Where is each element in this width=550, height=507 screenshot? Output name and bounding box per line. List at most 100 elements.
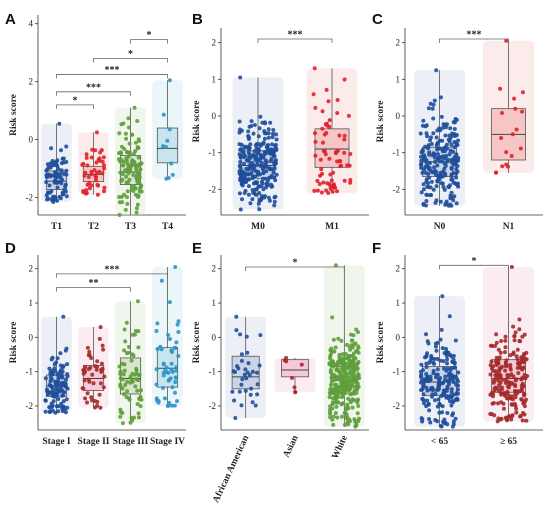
significance-bracket: *	[245, 258, 345, 272]
data-point	[154, 382, 159, 387]
data-point	[518, 339, 523, 344]
data-point	[246, 184, 251, 189]
data-point	[58, 368, 63, 373]
data-point	[85, 163, 90, 168]
data-point	[122, 146, 127, 151]
data-point	[344, 380, 349, 385]
data-point	[439, 114, 444, 119]
x-category-label: Stage I	[42, 437, 71, 447]
data-point	[54, 382, 59, 387]
data-point	[249, 171, 254, 175]
data-point	[494, 332, 499, 337]
data-point	[327, 395, 332, 400]
data-point	[427, 161, 432, 165]
data-point	[327, 156, 332, 161]
data-point	[258, 197, 263, 202]
data-point	[427, 152, 432, 157]
data-point	[129, 358, 134, 363]
data-point	[47, 383, 52, 387]
data-point	[53, 170, 58, 175]
data-point	[439, 424, 444, 429]
data-point	[258, 114, 263, 119]
data-point	[442, 421, 447, 426]
data-point	[488, 372, 493, 377]
data-point	[261, 141, 266, 146]
data-point	[521, 353, 526, 358]
significance-label: *	[147, 30, 152, 41]
data-point	[515, 357, 520, 362]
data-point	[122, 327, 127, 332]
data-point	[120, 200, 125, 205]
data-point	[426, 341, 431, 346]
data-point	[433, 398, 437, 403]
data-point	[430, 392, 435, 397]
data-point	[455, 164, 460, 168]
data-point	[259, 161, 264, 165]
data-point	[445, 361, 449, 366]
data-point	[94, 367, 99, 372]
data-point	[237, 171, 242, 176]
data-point	[100, 343, 105, 348]
data-point	[54, 159, 59, 164]
data-point	[451, 180, 456, 185]
data-point	[356, 360, 361, 364]
data-point	[338, 385, 343, 390]
data-point	[238, 75, 243, 80]
data-point	[131, 173, 136, 177]
data-point	[426, 146, 430, 151]
bracket-line	[56, 104, 94, 109]
data-point	[438, 95, 443, 100]
data-point	[428, 420, 433, 425]
x-category-label: T2	[88, 222, 99, 232]
data-point	[343, 384, 348, 388]
data-point	[431, 187, 436, 192]
data-point	[251, 131, 256, 136]
data-point	[508, 396, 513, 401]
data-point	[133, 140, 138, 145]
data-point	[444, 346, 448, 351]
data-point	[346, 113, 351, 118]
data-point	[331, 337, 336, 342]
data-point	[350, 338, 355, 343]
data-point	[59, 161, 64, 166]
data-point	[513, 378, 518, 383]
data-point	[55, 356, 60, 361]
data-point	[65, 362, 70, 367]
data-point	[509, 154, 514, 158]
data-point	[170, 385, 175, 390]
data-point	[270, 135, 275, 140]
data-point	[119, 122, 124, 127]
data-point	[494, 340, 499, 345]
data-point	[262, 131, 267, 136]
data-point	[167, 78, 172, 83]
data-point	[490, 344, 495, 348]
data-point	[434, 372, 439, 377]
data-point	[519, 360, 523, 365]
data-point	[512, 96, 517, 101]
data-point	[513, 106, 518, 111]
data-point	[244, 334, 249, 339]
data-point	[329, 382, 333, 387]
significance-bracket: *	[439, 256, 509, 270]
data-point	[317, 182, 322, 186]
data-point	[501, 406, 506, 411]
data-point	[136, 137, 141, 142]
data-point	[424, 365, 429, 369]
data-point	[243, 171, 248, 176]
y-tick-label: 2	[29, 77, 34, 87]
data-point	[136, 345, 141, 350]
data-point	[129, 416, 134, 420]
data-point	[136, 373, 141, 378]
data-point	[249, 386, 254, 391]
data-point	[253, 174, 258, 179]
data-point	[65, 386, 70, 391]
data-point	[420, 148, 425, 153]
data-point	[419, 362, 424, 367]
data-point	[355, 381, 360, 386]
data-point	[456, 391, 460, 396]
data-point	[328, 368, 333, 373]
data-point	[438, 199, 443, 204]
data-point	[451, 422, 456, 427]
